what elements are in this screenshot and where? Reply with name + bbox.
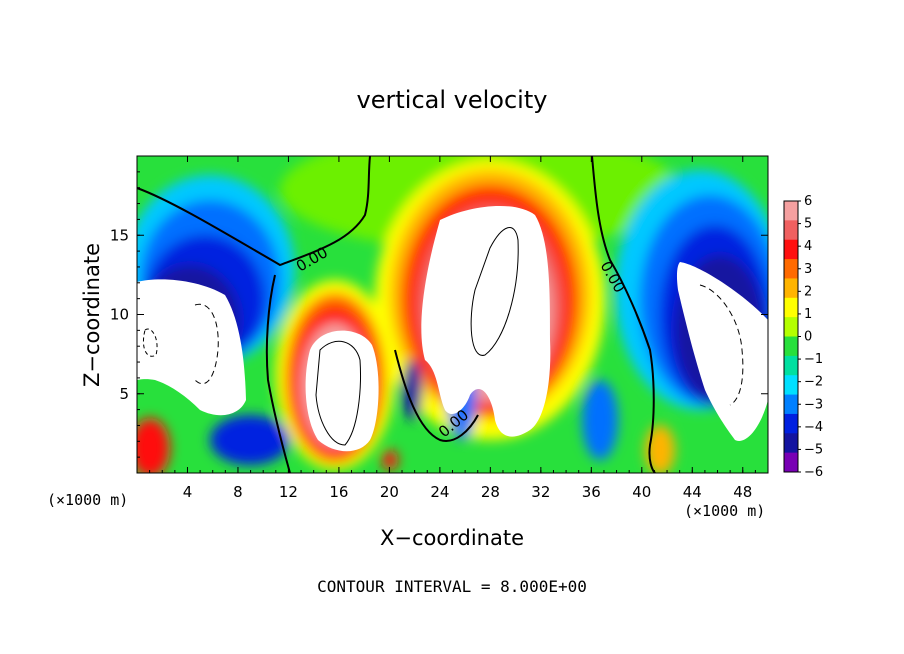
colorbar-segment [784, 394, 798, 415]
x-unit-label-left: (×1000 m) [47, 491, 129, 509]
colorbar-segment [784, 239, 798, 260]
colorbar-segment [784, 259, 798, 279]
x-unit-label-right: (×1000 m) [684, 502, 766, 520]
colorbar-segment [784, 355, 798, 376]
y-tick-label: 10 [110, 306, 129, 324]
colorbar-label: 5 [804, 217, 812, 232]
x-tick-label: 28 [481, 483, 500, 501]
contour-interval-note: CONTOUR INTERVAL = 8.000E+00 [317, 577, 587, 596]
x-axis-ticks: 4 8 12 16 20 24 28 32 36 40 44 48 [149, 156, 756, 501]
colorbar-label: −2 [804, 375, 823, 390]
colorbar-label: 3 [804, 262, 812, 277]
colorbar-label: 2 [804, 284, 812, 299]
colorbar-segment [784, 317, 798, 337]
colorbar: 6 5 4 3 2 1 0 −1 −2 −3 −4 −5 −6 [783, 194, 823, 480]
x-tick-label: 32 [531, 483, 550, 501]
x-tick-label: 24 [430, 483, 449, 501]
colorbar-segment [784, 413, 798, 434]
x-axis-label: X−coordinate [380, 526, 524, 550]
colorbar-segment [784, 201, 798, 221]
heatmap-field [137, 156, 768, 473]
x-tick-label: 44 [683, 483, 702, 501]
x-tick-label: 12 [279, 483, 298, 501]
colorbar-segment [784, 336, 798, 357]
x-tick-label: 8 [233, 483, 243, 501]
colorbar-segment [784, 375, 798, 396]
x-tick-label: 16 [329, 483, 348, 501]
colorbar-segment [784, 452, 798, 473]
x-tick-label: 4 [183, 483, 193, 501]
x-tick-label: 40 [632, 483, 651, 501]
colorbar-label: −1 [804, 352, 823, 367]
colorbar-segment [784, 220, 798, 241]
x-tick-label: 36 [582, 483, 601, 501]
colorbar-label: 1 [804, 307, 812, 322]
colorbar-label: −5 [804, 442, 823, 457]
colorbar-segment [784, 297, 798, 318]
colorbar-segment [784, 433, 798, 454]
colorbar-label: 0 [804, 330, 812, 345]
colorbar-segment [784, 278, 798, 299]
colorbar-label: −3 [804, 397, 823, 412]
chart-title: vertical velocity [356, 86, 548, 114]
x-tick-label: 48 [733, 483, 752, 501]
colorbar-label: 4 [804, 239, 812, 254]
x-tick-label: 20 [380, 483, 399, 501]
colorbar-label: −4 [804, 420, 823, 435]
y-tick-label: 15 [110, 226, 129, 244]
y-tick-label: 5 [119, 385, 129, 403]
y-axis-ticks: 5 10 15 [110, 171, 768, 458]
colorbar-label: 6 [804, 194, 812, 209]
colorbar-label: −6 [804, 465, 823, 480]
